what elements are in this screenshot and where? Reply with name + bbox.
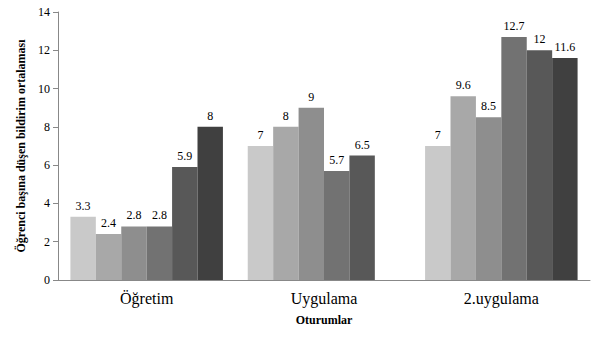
svg-text:9: 9 bbox=[308, 90, 314, 104]
svg-text:12: 12 bbox=[533, 32, 545, 46]
svg-text:8.5: 8.5 bbox=[481, 99, 496, 113]
svg-text:2.8: 2.8 bbox=[152, 208, 167, 222]
svg-text:3.3: 3.3 bbox=[76, 199, 91, 213]
svg-text:2.4: 2.4 bbox=[101, 216, 116, 230]
svg-text:2.8: 2.8 bbox=[126, 208, 141, 222]
svg-text:Oturumlar: Oturumlar bbox=[296, 313, 353, 327]
svg-text:8: 8 bbox=[207, 109, 213, 123]
svg-text:5.9: 5.9 bbox=[177, 149, 192, 163]
svg-text:8: 8 bbox=[44, 120, 50, 134]
svg-text:Öğrenci başına düşen bildirim: Öğrenci başına düşen bildirim ortalaması bbox=[14, 39, 28, 253]
svg-text:2: 2 bbox=[44, 235, 50, 249]
svg-text:Uygulama: Uygulama bbox=[291, 290, 358, 308]
svg-text:11.6: 11.6 bbox=[555, 40, 576, 54]
svg-text:0: 0 bbox=[44, 273, 50, 287]
svg-text:7: 7 bbox=[435, 128, 441, 142]
svg-text:5.7: 5.7 bbox=[329, 153, 344, 167]
svg-text:8: 8 bbox=[283, 109, 289, 123]
svg-text:7: 7 bbox=[257, 128, 263, 142]
svg-text:6.5: 6.5 bbox=[355, 138, 370, 152]
svg-text:6: 6 bbox=[44, 158, 50, 172]
svg-text:12.7: 12.7 bbox=[504, 19, 525, 33]
svg-text:9.6: 9.6 bbox=[456, 78, 471, 92]
svg-text:14: 14 bbox=[38, 5, 50, 19]
svg-text:4: 4 bbox=[44, 196, 50, 210]
svg-text:12: 12 bbox=[38, 43, 50, 57]
svg-text:Öğretim: Öğretim bbox=[120, 290, 174, 308]
svg-text:2.uygulama: 2.uygulama bbox=[464, 290, 539, 308]
svg-text:10: 10 bbox=[38, 82, 50, 96]
